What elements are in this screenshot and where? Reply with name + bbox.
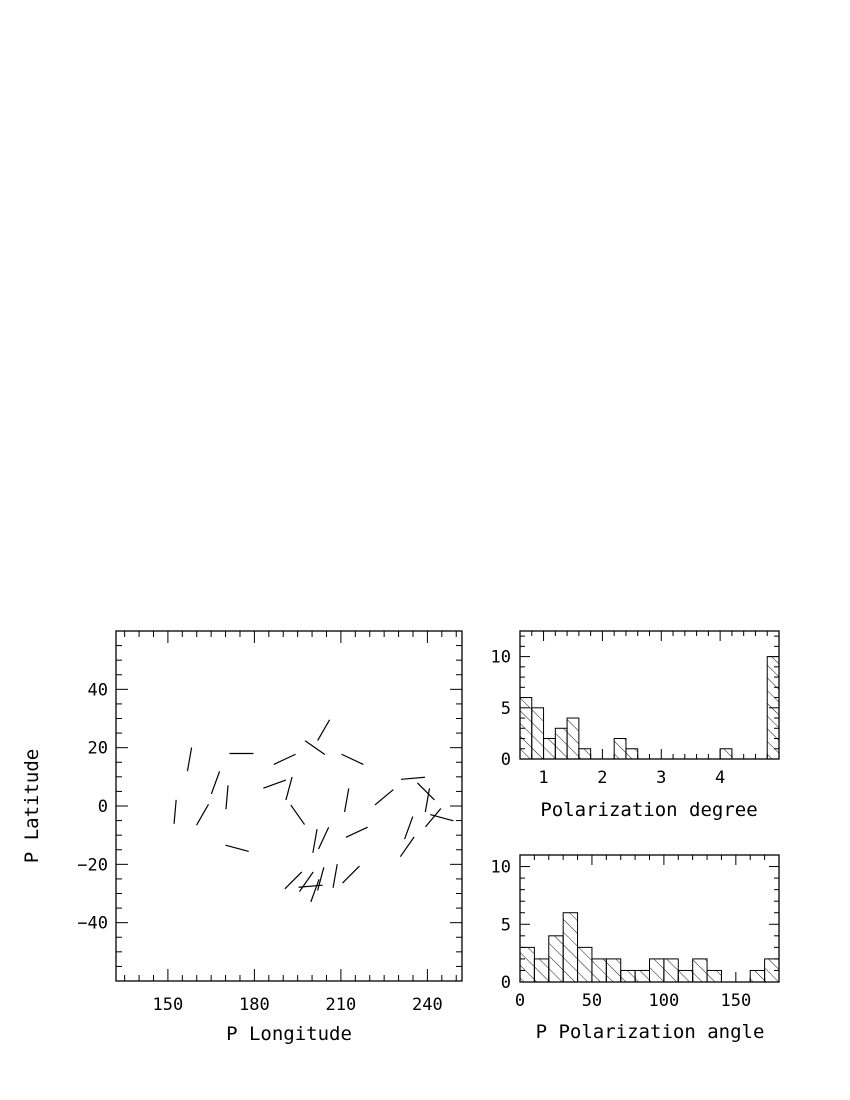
- x-tick-label: 180: [239, 995, 270, 1015]
- histogram-bar: [719, 748, 733, 760]
- polarization-vector: [424, 808, 442, 828]
- polarization-vector: [342, 865, 360, 884]
- histogram-bar: [578, 748, 592, 760]
- x-tick-label: 100: [649, 991, 680, 1011]
- polarization-vector: [417, 782, 435, 801]
- x-tick-label: 1: [538, 768, 548, 788]
- polarization-vector: [273, 753, 296, 765]
- histogram-bar: [577, 946, 593, 983]
- polarization-vector: [210, 771, 221, 795]
- histogram-bar: [620, 969, 636, 983]
- histogram-bar: [634, 969, 650, 983]
- polarization-vector: [225, 785, 229, 810]
- polarization-angle-histogram: 0 50 100 150 0 5 10 P Polarization angle: [491, 854, 780, 1043]
- histogram-bar: [548, 935, 564, 983]
- polarization-vector: [424, 788, 431, 813]
- angle-histogram-tick-labels: 0 50 100 150 0 5 10: [491, 858, 752, 1011]
- x-tick-label: 0: [515, 991, 525, 1011]
- y-tick-label: 10: [491, 648, 511, 668]
- x-axis-title-degree: Polarization degree: [540, 799, 757, 821]
- polarization-vector: [284, 871, 303, 890]
- y-tick-label: 20: [88, 739, 108, 759]
- polarization-vector: [186, 747, 193, 772]
- x-tick-label: 50: [582, 991, 602, 1011]
- vector-map-frame: [115, 630, 463, 982]
- polarization-vector: [430, 813, 454, 822]
- degree-histogram-bars: [519, 656, 780, 760]
- histogram-bar: [649, 958, 665, 983]
- polarization-vector: [173, 799, 177, 824]
- x-tick-label: 4: [715, 768, 725, 788]
- vector-map-ticks: [116, 631, 462, 981]
- x-tick-label: 3: [656, 768, 666, 788]
- angle-histogram-bars: [519, 912, 780, 983]
- polarization-vector: [304, 740, 326, 756]
- histogram-bar: [543, 738, 556, 760]
- polarization-vector: [298, 871, 314, 893]
- histogram-bar: [706, 969, 722, 983]
- x-axis-title-longitude: P Longitude: [226, 1023, 352, 1045]
- y-tick-label: 5: [501, 915, 511, 935]
- polarization-vector: [290, 804, 306, 825]
- polarization-vector: [332, 864, 338, 888]
- polarization-vector: [341, 753, 364, 765]
- histogram-bar: [519, 946, 535, 983]
- y-tick-label: 40: [88, 680, 108, 700]
- histogram-bar: [566, 717, 580, 760]
- y-tick-label: −40: [77, 914, 108, 934]
- polarization-vector: [403, 816, 414, 840]
- vector-map-panel: 150 180 210 240 −40 −20 0 20 40 P Longitude P La…: [21, 630, 463, 1045]
- x-tick-label: 210: [326, 995, 357, 1015]
- y-axis-title-latitude: P Latitude: [21, 749, 43, 863]
- y-tick-label: 0: [98, 797, 108, 817]
- polarization-vector: [298, 884, 323, 888]
- histogram-bar: [625, 748, 639, 760]
- x-tick-label: 240: [412, 995, 443, 1015]
- histogram-bar: [692, 958, 708, 983]
- histogram-bar: [749, 969, 766, 983]
- polarization-vector: [317, 826, 330, 850]
- y-tick-label: 0: [501, 750, 511, 770]
- histogram-bar: [554, 727, 568, 760]
- polarization-vector: [225, 844, 249, 852]
- polarization-vector: [345, 826, 368, 838]
- polarization-vector: [374, 789, 394, 806]
- polarization-vector: [343, 788, 350, 813]
- y-tick-label: 0: [501, 973, 511, 993]
- polarization-vectors: [173, 719, 454, 903]
- x-tick-label: 2: [597, 768, 607, 788]
- histogram-bar: [613, 738, 627, 760]
- polarization-vector: [317, 719, 331, 741]
- histogram-bar: [663, 958, 679, 983]
- histogram-bar: [533, 958, 550, 983]
- polarization-vector: [195, 804, 210, 826]
- polarization-vector: [285, 776, 293, 801]
- histogram-bar: [531, 707, 545, 760]
- x-axis-title-angle: P Polarization angle: [536, 1021, 765, 1043]
- histogram-bar: [591, 958, 607, 983]
- polarization-vector: [317, 867, 325, 891]
- x-tick-label: 150: [153, 995, 184, 1015]
- degree-histogram-ticks: [519, 631, 780, 759]
- y-tick-label: 5: [501, 699, 511, 719]
- x-tick-label: 150: [720, 991, 751, 1011]
- polarization-vector: [263, 779, 287, 789]
- histogram-bar: [605, 958, 622, 983]
- polarization-vector: [312, 829, 318, 853]
- angle-histogram-ticks: [520, 854, 780, 982]
- degree-histogram-tick-labels: 1 2 3 4 0 5 10: [491, 648, 726, 788]
- histogram-bar: [677, 969, 694, 983]
- y-tick-label: −20: [77, 855, 108, 875]
- y-tick-label: 10: [491, 858, 511, 878]
- polarization-vector: [310, 879, 320, 903]
- polarization-vector: [400, 776, 425, 780]
- vector-map-tick-labels: 150 180 210 240 −40 −20 0 20 40: [77, 680, 442, 1015]
- polarization-degree-histogram: 1 2 3 4 0 5 10 Polarization degree: [491, 630, 780, 821]
- histogram-bar: [562, 912, 579, 983]
- polarization-vector: [399, 836, 415, 858]
